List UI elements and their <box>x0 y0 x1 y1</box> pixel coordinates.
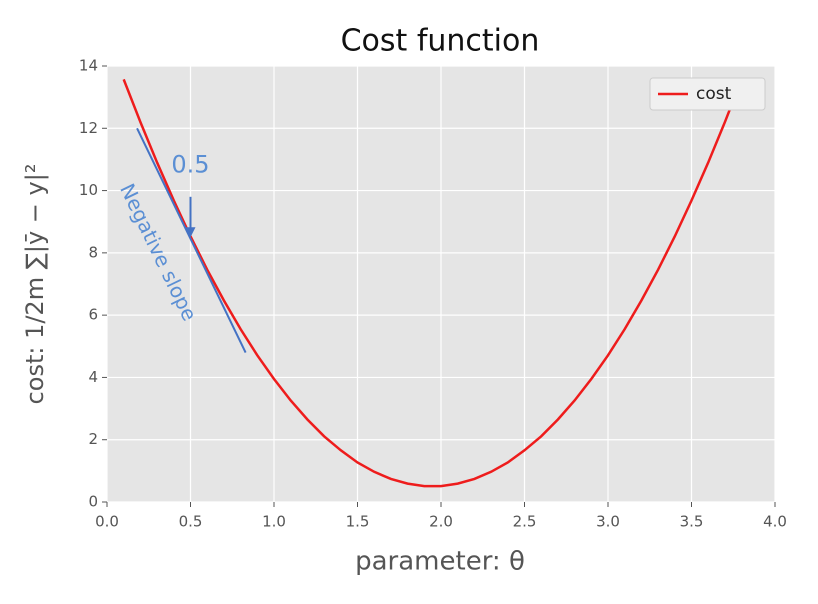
legend-label: cost <box>696 84 732 104</box>
x-tick-label: 0.0 <box>95 513 119 531</box>
chart-title: Cost function <box>341 24 540 59</box>
y-tick-label: 8 <box>88 243 98 261</box>
x-tick-label: 4.0 <box>763 513 787 531</box>
x-tick-label: 3.0 <box>596 513 620 531</box>
y-tick-label: 2 <box>88 430 98 448</box>
x-tick-label: 3.5 <box>680 513 704 531</box>
y-tick-label: 14 <box>79 57 98 75</box>
x-tick-label: 2.5 <box>513 513 537 531</box>
x-tick-label: 1.0 <box>262 513 286 531</box>
y-tick-label: 6 <box>88 306 98 324</box>
x-tick-label: 2.0 <box>429 513 453 531</box>
y-axis-label: cost: 1/2m ∑|ȳ − y|² <box>21 164 49 405</box>
y-tick-label: 4 <box>88 368 98 386</box>
y-tick-label: 0 <box>88 493 98 511</box>
x-tick-label: 0.5 <box>179 513 203 531</box>
y-tick-label: 10 <box>79 181 98 199</box>
arrow-head <box>185 227 196 238</box>
y-tick-label: 12 <box>79 119 98 137</box>
annotation: 0.5 <box>171 151 209 179</box>
x-axis-label: parameter: θ <box>355 547 525 577</box>
legend-box <box>649 77 766 111</box>
line-series <box>122 78 743 488</box>
tangent-line <box>136 127 247 353</box>
x-tick-label: 1.5 <box>346 513 370 531</box>
